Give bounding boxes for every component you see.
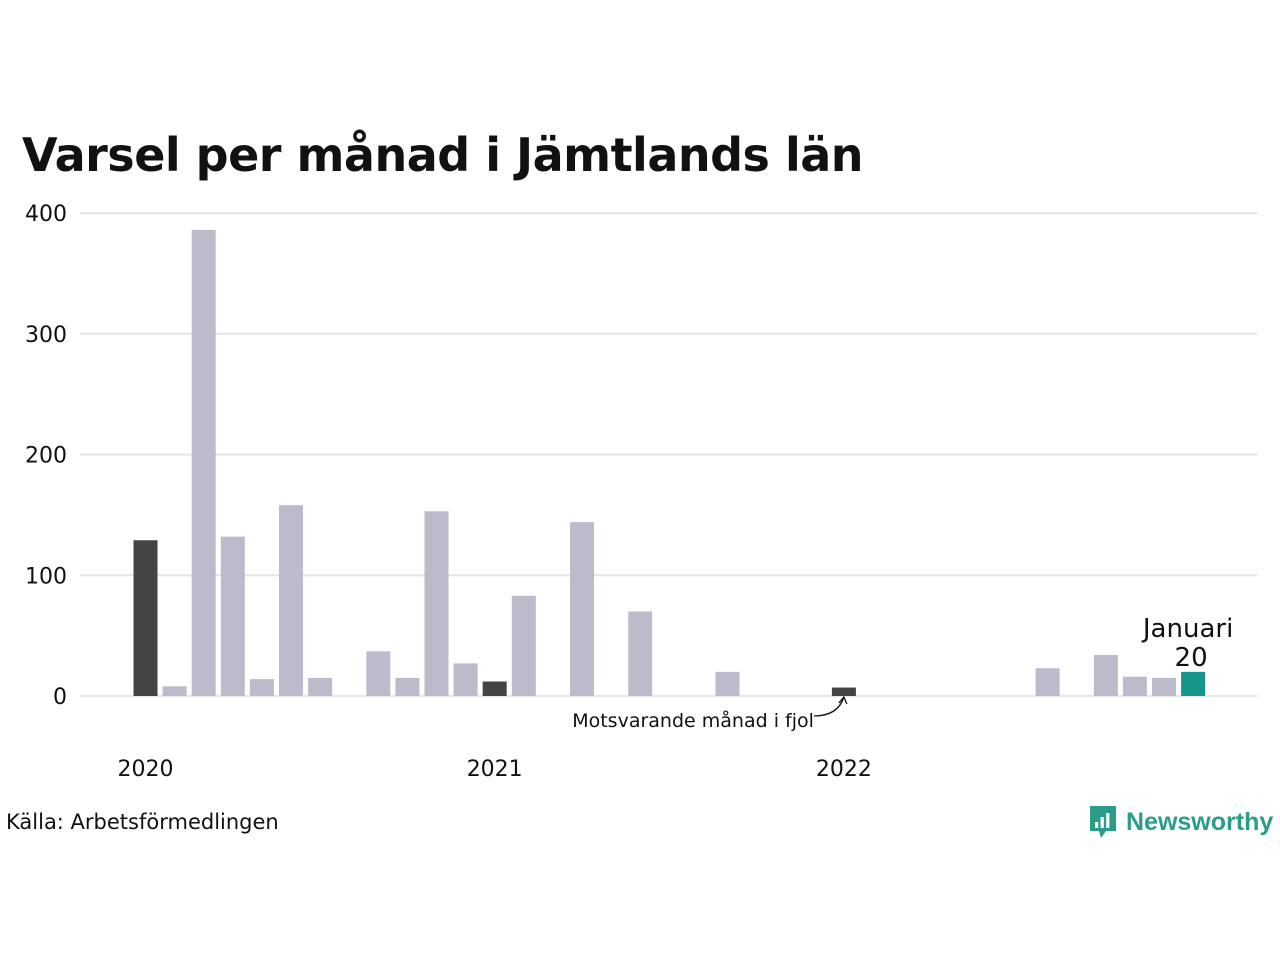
bar-2022-01: [831, 687, 856, 696]
bar-2022-11: [1122, 676, 1147, 696]
y-tick-label: 0: [53, 685, 67, 710]
bar-2020-04: [220, 536, 245, 696]
bars: [133, 229, 1206, 696]
bar-2021-06: [628, 611, 653, 696]
x-axis-ticks: 2020 2021 2022: [118, 757, 872, 782]
bar-2020-10: [395, 677, 420, 696]
y-tick-label: 300: [25, 323, 67, 348]
source-note: Källa: Arbetsförmedlingen: [6, 810, 279, 834]
bar-2021-04: [570, 522, 594, 696]
same-month-arrow-icon: [813, 695, 848, 717]
bar-2020-02: [162, 686, 187, 696]
x-tick-label: 2021: [467, 757, 523, 782]
x-tick-label: 2020: [118, 757, 174, 782]
y-tick-label: 100: [25, 564, 67, 589]
bar-2020-12: [453, 663, 478, 696]
x-tick-label: 2022: [816, 757, 872, 782]
bar-2022-12: [1152, 677, 1176, 696]
y-tick-label: 400: [25, 202, 67, 227]
y-axis-ticks: 0 100 200 300 400: [25, 202, 67, 710]
bar-2023-01: [1181, 671, 1206, 696]
bar-chart: 0 100 200 300 400 2020 2021 2022 Januari 20 Mo…: [25, 202, 1257, 782]
bar-2020-11: [424, 511, 449, 696]
highlight-month-label: Januari: [1141, 614, 1233, 644]
bar-2022-08: [1035, 668, 1060, 696]
grid-lines: [80, 211, 1257, 698]
bar-2021-02: [511, 595, 536, 696]
y-tick-label: 200: [25, 444, 67, 469]
brand-logo[interactable]: Newsworthy: [1088, 804, 1273, 840]
bar-2020-01: [133, 540, 158, 696]
annotations: Januari 20 Motsvarande månad i fjol: [572, 614, 1233, 732]
bar-2022-10: [1093, 654, 1118, 696]
bar-2020-05: [249, 679, 274, 696]
brand-name: Newsworthy: [1126, 807, 1274, 836]
bar-2020-09: [366, 651, 391, 696]
bar-2020-06: [279, 505, 303, 696]
highlight-value-label: 20: [1175, 643, 1208, 673]
bar-2020-07: [308, 677, 333, 696]
chart-title: Varsel per månad i Jämtlands län: [22, 128, 864, 182]
bar-2021-01: [482, 681, 507, 696]
newsworthy-logo-icon: [1090, 806, 1116, 838]
same-month-annotation: Motsvarande månad i fjol: [572, 709, 814, 732]
bar-2020-03: [191, 229, 216, 696]
bar-2021-09: [715, 671, 740, 696]
